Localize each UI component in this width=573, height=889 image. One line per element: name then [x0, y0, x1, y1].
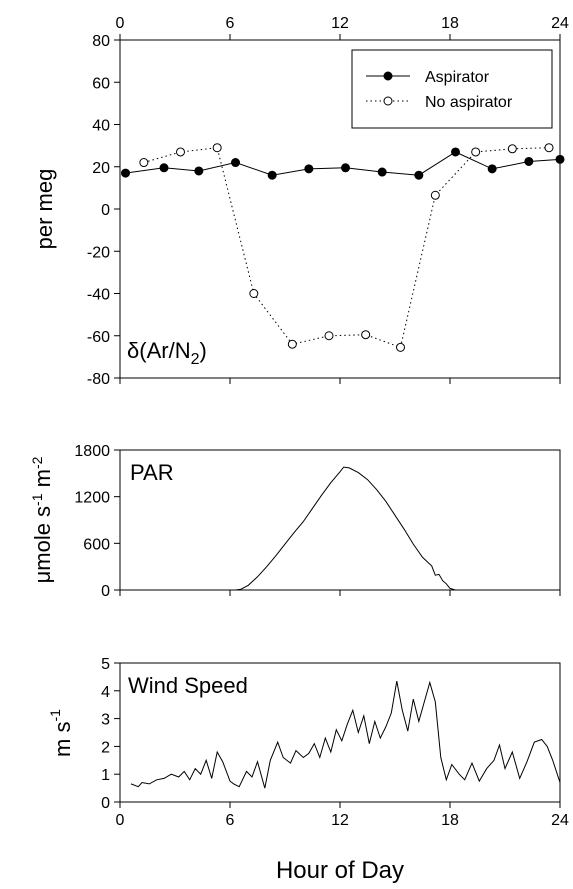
data-point-no-aspirator — [507, 144, 517, 154]
series-line-no-aspirator — [143, 147, 550, 349]
y-tick-label: -60 — [87, 329, 110, 346]
x-tick-label-top: 6 — [226, 15, 235, 32]
data-point-aspirator — [267, 170, 277, 180]
x-axis-title: Hour of Day — [276, 857, 404, 884]
legend-marker-no-aspirator — [383, 96, 393, 106]
label-text: ) — [199, 338, 206, 363]
ylabel-superscript: -2 — [29, 456, 45, 469]
data-point-no-aspirator — [396, 342, 405, 352]
y-axis-title-par: μmole s-1 m-2 — [29, 456, 55, 583]
x-tick-label-top: 12 — [331, 15, 349, 32]
legend-label-aspirator: Aspirator — [425, 69, 490, 86]
data-point-no-aspirator — [212, 143, 222, 153]
label-text: (Ar/N — [139, 338, 190, 363]
legend-label-no-aspirator: No aspirator — [425, 94, 513, 111]
data-point-aspirator — [194, 166, 204, 176]
panel-label-argon: δ(Ar/N2) — [127, 338, 207, 368]
y-tick-label: 80 — [92, 33, 110, 50]
data-point-aspirator — [555, 154, 565, 164]
y-tick-label: 0 — [101, 583, 110, 600]
y-tick-label: 1800 — [74, 443, 110, 460]
data-point-no-aspirator — [176, 147, 185, 157]
ylabel-text: m — [30, 469, 55, 493]
data-point-aspirator — [304, 164, 314, 174]
data-point-no-aspirator — [139, 158, 149, 168]
data-point-no-aspirator — [249, 289, 259, 298]
panel-label-par: PAR — [130, 460, 174, 485]
y-tick-label: 0 — [101, 202, 110, 219]
panel-label-wind: Wind Speed — [128, 673, 248, 698]
y-tick-label: 5 — [101, 656, 110, 673]
data-point-no-aspirator — [361, 330, 371, 340]
x-tick-label-top: 0 — [116, 15, 125, 32]
y-tick-label: 1 — [101, 767, 110, 784]
y-tick-label: 2 — [101, 739, 110, 756]
data-point-no-aspirator — [544, 143, 554, 153]
legend: Aspirator No aspirator — [351, 49, 553, 129]
data-point-aspirator — [231, 158, 240, 168]
x-tick-label-top: 18 — [441, 15, 459, 32]
delta-symbol: δ — [127, 338, 139, 363]
data-point-aspirator — [524, 156, 534, 166]
data-point-aspirator — [414, 170, 424, 180]
y-tick-label: 4 — [101, 684, 110, 701]
y-tick-label: -20 — [87, 244, 110, 261]
y-tick-label: 600 — [83, 536, 110, 553]
data-point-aspirator — [341, 163, 350, 173]
data-point-no-aspirator — [471, 147, 481, 157]
y-tick-label: 20 — [92, 160, 110, 177]
panel-par: 0 600 1200 1800 — [74, 443, 561, 600]
ylabel-superscript: -1 — [29, 493, 45, 506]
y-tick-label: 0 — [101, 795, 110, 812]
ylabel-text: m s — [50, 722, 75, 757]
x-tick-label: 12 — [331, 812, 349, 829]
y-tick-label: 40 — [92, 118, 110, 135]
data-point-aspirator — [377, 167, 387, 177]
data-point-aspirator — [487, 164, 497, 174]
x-tick-label-top: 24 — [551, 15, 569, 32]
x-tick-label: 0 — [116, 812, 125, 829]
data-point-no-aspirator — [324, 331, 334, 341]
data-point-aspirator — [121, 168, 130, 178]
ylabel-text: μmole s — [30, 506, 55, 583]
data-point-aspirator — [451, 147, 460, 157]
y-tick-label: -40 — [87, 287, 110, 304]
y-axis-title-argon: per meg — [32, 169, 57, 250]
ylabel-superscript: -1 — [47, 709, 63, 722]
x-tick-label: 18 — [441, 812, 459, 829]
label-subscript: 2 — [191, 351, 200, 368]
data-point-no-aspirator — [430, 190, 440, 200]
legend-box — [351, 49, 553, 129]
y-axis-title-wind: m s-1 — [47, 709, 75, 757]
y-tick-label: 3 — [101, 712, 110, 729]
series-line-wind — [130, 680, 561, 789]
series-line-par — [120, 466, 560, 591]
x-tick-label: 6 — [226, 812, 235, 829]
legend-marker-aspirator — [383, 71, 393, 81]
data-point-aspirator — [159, 163, 169, 173]
y-tick-label: 1200 — [74, 490, 110, 507]
y-tick-label: -80 — [87, 371, 110, 388]
panel-argon: -80 -60 -40 -20 0 20 40 60 80 0 6 12 18 24 — [87, 15, 569, 388]
data-point-no-aspirator — [287, 339, 297, 349]
x-tick-label: 24 — [551, 812, 569, 829]
y-tick-label: 60 — [92, 75, 110, 92]
